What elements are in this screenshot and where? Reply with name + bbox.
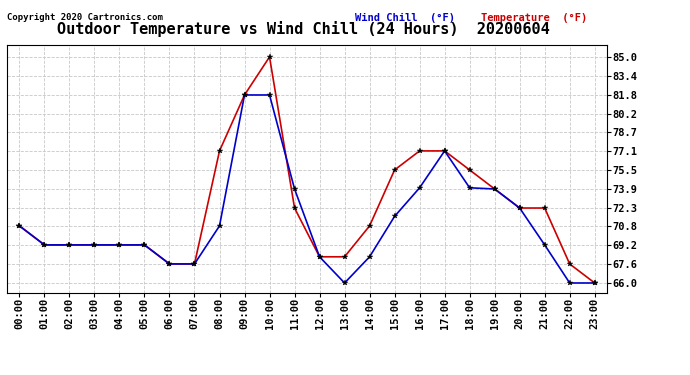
Text: Copyright 2020 Cartronics.com: Copyright 2020 Cartronics.com <box>7 13 163 22</box>
Text: Wind Chill  (°F): Wind Chill (°F) <box>355 13 455 23</box>
Text: Temperature  (°F): Temperature (°F) <box>481 13 587 23</box>
Text: Outdoor Temperature vs Wind Chill (24 Hours)  20200604: Outdoor Temperature vs Wind Chill (24 Ho… <box>57 21 550 37</box>
